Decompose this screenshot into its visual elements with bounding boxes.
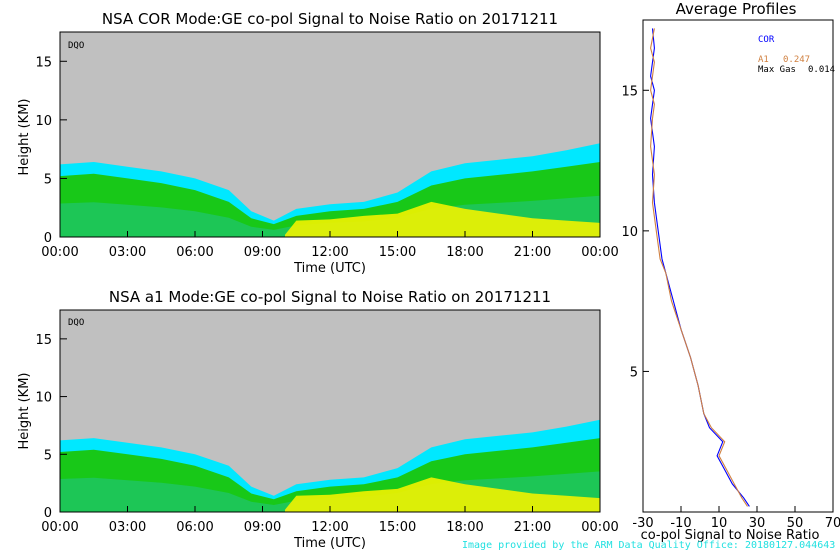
profiles-y-axis: 5 10 15	[621, 84, 649, 380]
panel-cor-x-tick-label: 00:00	[581, 245, 618, 260]
panel-a1-y-tick-label: 15	[35, 333, 52, 348]
panel-a1-x-tick-label: 18:00	[446, 520, 483, 535]
panel-a1-x-tick-label: 21:00	[514, 520, 551, 535]
panel-cor-x-tick-label: 15:00	[379, 245, 416, 260]
panel-cor: NSA COR Mode:GE co-pol Signal to Noise R…	[17, 10, 619, 276]
panel-a1-y-tick-label: 0	[44, 506, 52, 521]
panel-cor-title: NSA COR Mode:GE co-pol Signal to Noise R…	[102, 10, 558, 28]
panel-cor-x-tick-label: 18:00	[446, 245, 483, 260]
panel-cor-x-tick-label: 03:00	[109, 245, 146, 260]
panel-cor-echo-layers	[60, 143, 600, 237]
profiles-x-tick-label: -10	[670, 516, 691, 531]
panel-cor-x-tick-label: 06:00	[176, 245, 213, 260]
profiles-x-tick-label: 10	[711, 516, 728, 531]
profiles-x-tick-label: 70	[825, 516, 840, 531]
profiles-y-tick-label: 15	[621, 84, 638, 99]
panel-a1-x-tick-label: 00:00	[41, 520, 78, 535]
panel-a1-y-tick-label: 5	[44, 448, 52, 463]
panel-a1-x-tick-label: 06:00	[176, 520, 213, 535]
profiles-y-tick-label: 10	[621, 225, 638, 240]
profiles-series	[650, 28, 750, 507]
panel-cor-x-label: Time (UTC)	[293, 261, 366, 276]
profiles-y-tick-label: 5	[630, 365, 638, 380]
profile-line-a1	[650, 28, 748, 507]
panel-cor-layer-high	[285, 201, 600, 237]
legend-a1-value: 0.247	[783, 55, 810, 65]
panel-a1-y-label: Height (KM)	[17, 373, 32, 450]
panel-profiles: Average Profiles -30 -10 10 30 50 70 5 10 15 co…	[621, 0, 840, 543]
legend-cor-label: COR	[758, 35, 775, 45]
panel-a1-x-tick-label: 15:00	[379, 520, 416, 535]
legend-maxgas-value: 0.014	[808, 65, 835, 75]
legend-maxgas-label: Max Gas	[758, 65, 796, 75]
panel-cor-x-tick-label: 12:00	[311, 245, 348, 260]
panel-a1-layer-high	[285, 477, 600, 512]
panel-cor-y-label: Height (KM)	[17, 99, 32, 176]
panel-cor-y-tick-label: 10	[35, 114, 52, 129]
panel-a1-x-tick-label: 12:00	[311, 520, 348, 535]
profiles-frame	[642, 19, 834, 513]
panel-a1-x-label: Time (UTC)	[293, 536, 366, 550]
profiles-title: Average Profiles	[676, 0, 797, 18]
legend-a1-label: A1	[758, 55, 769, 65]
profiles-x-tick-label: -30	[632, 516, 653, 531]
panel-cor-y-tick-label: 0	[44, 231, 52, 246]
panel-a1-x-tick-label: 00:00	[581, 520, 618, 535]
panel-a1-dqo-badge: DQO	[68, 318, 84, 328]
panel-cor-x-tick-label: 00:00	[41, 245, 78, 260]
panel-a1-x-tick-label: 09:00	[244, 520, 281, 535]
panel-cor-y-tick-label: 5	[44, 172, 52, 187]
profiles-x-tick-label: 30	[749, 516, 766, 531]
profiles-x-label: co-pol Signal to Noise Ratio	[641, 528, 820, 543]
panel-cor-dqo-badge: DQO	[68, 41, 84, 51]
panel-a1-x-tick-label: 03:00	[109, 520, 146, 535]
panel-a1-x-axis: 00:00 03:00 06:00 09:00 12:00 15:00 18:00 21:00…	[41, 506, 619, 535]
panel-a1-y-axis: 0 5 10 15	[35, 333, 67, 521]
panel-cor-x-axis: 00:00 03:00 06:00 09:00 12:00 15:00 18:00 21:00…	[41, 231, 619, 260]
panel-a1-title: NSA a1 Mode:GE co-pol Signal to Noise Ra…	[109, 288, 551, 306]
panel-cor-x-tick-label: 09:00	[244, 245, 281, 260]
panel-a1: NSA a1 Mode:GE co-pol Signal to Noise Ra…	[17, 288, 619, 550]
panel-cor-x-tick-label: 21:00	[514, 245, 551, 260]
panel-cor-y-axis: 0 5 10 15	[35, 55, 67, 246]
panel-a1-echo-layers	[60, 419, 600, 512]
panel-a1-y-tick-label: 10	[35, 391, 52, 406]
profiles-x-axis: -30 -10 10 30 50 70	[632, 506, 840, 531]
credit-text: Image provided by the ARM Data Quality O…	[462, 540, 835, 550]
panel-cor-y-tick-label: 15	[35, 55, 52, 70]
profiles-x-tick-label: 50	[787, 516, 804, 531]
